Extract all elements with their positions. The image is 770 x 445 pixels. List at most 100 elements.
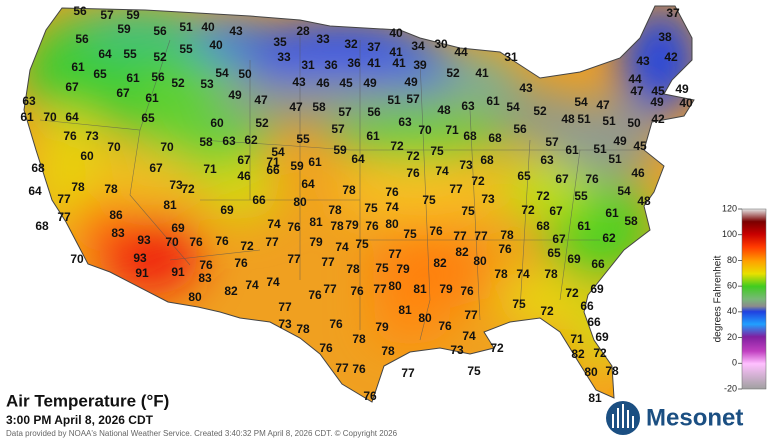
station-temperature: 73: [459, 158, 473, 172]
station-temperature: 61: [486, 94, 500, 108]
station-temperature: 71: [203, 162, 217, 176]
station-temperature: 76: [63, 129, 77, 143]
colorbar-tick-label: 40: [727, 306, 737, 316]
station-temperature: 73: [169, 178, 183, 192]
station-temperature: 40: [209, 38, 223, 52]
station-temperature: 73: [450, 343, 464, 357]
station-temperature: 79: [309, 235, 323, 249]
station-temperature: 91: [171, 265, 185, 279]
station-temperature: 57: [331, 122, 345, 136]
station-temperature: 62: [244, 133, 258, 147]
station-temperature: 74: [245, 278, 259, 292]
station-temperature: 76: [308, 288, 322, 302]
station-temperature: 57: [406, 92, 420, 106]
station-temperature: 57: [545, 135, 559, 149]
station-temperature: 78: [71, 180, 85, 194]
station-temperature: 77: [57, 192, 71, 206]
station-temperature: 57: [100, 8, 114, 22]
station-temperature: 67: [149, 161, 163, 175]
station-temperature: 32: [344, 37, 358, 51]
station-temperature: 78: [605, 364, 619, 378]
station-temperature: 81: [398, 303, 412, 317]
station-temperature: 72: [593, 346, 607, 360]
station-temperature: 71: [266, 155, 280, 169]
station-temperature: 49: [675, 82, 689, 96]
station-temperature: 41: [389, 45, 403, 59]
station-temperature: 56: [73, 4, 87, 18]
title: Air Temperature (°F): [6, 391, 169, 410]
logo: Mesonet: [606, 401, 743, 435]
station-temperature: 68: [35, 219, 49, 233]
station-temperature: 81: [309, 215, 323, 229]
station-temperature: 36: [347, 56, 361, 70]
station-temperature: 34: [411, 39, 425, 53]
station-temperature: 66: [266, 163, 280, 177]
station-temperature: 58: [199, 135, 213, 149]
station-temperature: 31: [504, 50, 518, 64]
station-temperature: 76: [438, 319, 452, 333]
station-temperature: 79: [439, 282, 453, 296]
station-temperature: 51: [608, 152, 622, 166]
station-temperature: 70: [43, 110, 57, 124]
station-temperature: 83: [111, 226, 125, 240]
station-temperature: 76: [329, 317, 343, 331]
station-temperature: 78: [500, 228, 514, 242]
station-temperature: 52: [153, 50, 167, 64]
station-temperature: 79: [345, 218, 359, 232]
colorbar-tick-label: 80: [727, 255, 737, 265]
station-temperature: 69: [590, 282, 604, 296]
station-temperature: 76: [406, 166, 420, 180]
station-temperature: 68: [536, 219, 550, 233]
station-temperature: 77: [373, 282, 387, 296]
station-temperature: 52: [446, 66, 460, 80]
station-temperature: 55: [123, 47, 137, 61]
station-temperature: 69: [595, 330, 609, 344]
station-temperature: 52: [533, 104, 547, 118]
station-temperature: 75: [364, 201, 378, 215]
station-temperature: 58: [624, 214, 638, 228]
station-temperature: 71: [570, 332, 584, 346]
station-temperature: 73: [278, 317, 292, 331]
station-temperature: 48: [637, 194, 651, 208]
station-temperature: 47: [289, 100, 303, 114]
station-temperature: 79: [375, 320, 389, 334]
station-temperature: 77: [449, 182, 463, 196]
station-temperature: 38: [658, 30, 672, 44]
station-temperature: 74: [335, 240, 349, 254]
station-temperature: 45: [651, 84, 665, 98]
station-temperature: 82: [455, 245, 469, 259]
station-temperature: 50: [238, 67, 252, 81]
station-temperature: 93: [137, 233, 151, 247]
station-temperature: 67: [555, 172, 569, 186]
colorbar-label: degrees Fahrenheit: [713, 255, 724, 342]
colorbar-tick-label: 60: [727, 281, 737, 291]
station-temperature: 76: [498, 242, 512, 256]
station-temperature: 42: [664, 50, 678, 64]
station-temperature: 80: [388, 279, 402, 293]
station-temperature: 63: [222, 134, 236, 148]
station-temperature: 77: [323, 282, 337, 296]
station-temperature: 56: [153, 24, 167, 38]
station-temperature: 49: [228, 88, 242, 102]
station-temperature: 75: [422, 193, 436, 207]
station-temperature: 28: [296, 24, 310, 38]
station-temperature: 68: [480, 153, 494, 167]
station-temperature: 36: [324, 58, 338, 72]
station-temperature: 77: [287, 252, 301, 266]
station-temperature: 58: [312, 100, 326, 114]
station-temperature: 77: [453, 229, 467, 243]
station-temperature: 65: [547, 246, 561, 260]
station-temperature: 61: [126, 71, 140, 85]
station-temperature: 54: [574, 95, 588, 109]
station-temperature: 59: [290, 159, 304, 173]
station-temperature: 81: [413, 282, 427, 296]
station-temperature: 53: [200, 77, 214, 91]
station-temperature: 72: [521, 203, 535, 217]
station-temperature: 65: [141, 111, 155, 125]
station-temperature: 61: [565, 143, 579, 157]
station-temperature: 78: [342, 183, 356, 197]
station-temperature: 72: [406, 149, 420, 163]
station-temperature: 71: [445, 123, 459, 137]
station-temperature: 55: [179, 42, 193, 56]
